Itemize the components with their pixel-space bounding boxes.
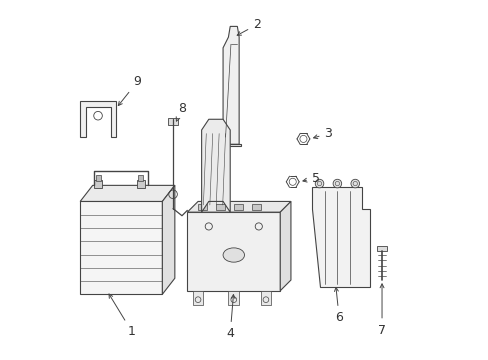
Text: 2: 2 [237,18,261,35]
Bar [94,180,102,188]
Polygon shape [221,144,241,146]
Ellipse shape [223,248,244,262]
Text: 4: 4 [226,294,235,340]
Bar [167,118,178,125]
Text: 7: 7 [377,284,385,337]
Text: 5: 5 [303,172,319,185]
Bar [233,204,242,210]
Bar [228,291,239,305]
Text: 6: 6 [334,287,343,324]
Polygon shape [187,202,290,212]
Bar [95,175,101,181]
Polygon shape [201,119,230,212]
Bar [216,204,224,210]
Text: 1: 1 [109,294,136,338]
Polygon shape [80,185,175,202]
Bar [376,246,386,251]
Circle shape [332,179,341,188]
Polygon shape [312,187,369,287]
Bar [136,180,145,188]
Polygon shape [280,202,290,291]
Text: 3: 3 [313,127,332,140]
Polygon shape [162,185,175,294]
Polygon shape [223,26,239,144]
Polygon shape [80,102,116,137]
Circle shape [350,179,359,188]
Bar [251,204,260,210]
Text: 8: 8 [176,102,185,121]
Polygon shape [187,212,280,291]
Bar [192,291,203,305]
Circle shape [315,179,323,188]
Polygon shape [80,202,162,294]
Text: 9: 9 [118,75,141,105]
Bar [198,204,206,210]
Bar [260,291,271,305]
Bar [138,175,143,181]
